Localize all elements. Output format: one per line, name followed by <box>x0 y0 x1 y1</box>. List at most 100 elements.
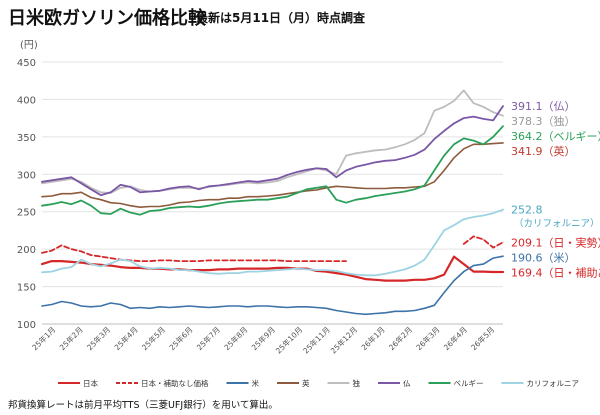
data-point-米 <box>335 309 337 312</box>
data-point-日本 <box>492 271 494 273</box>
grid-layer <box>42 61 503 325</box>
series-line-英 <box>41 142 504 208</box>
data-point-日本 <box>208 269 210 271</box>
data-point-ベルギー <box>51 203 53 205</box>
data-point-日本 <box>51 260 53 262</box>
data-point-カリフォルニア <box>41 271 43 274</box>
data-point-日本・補助なし価格 <box>60 244 63 247</box>
data-point-英 <box>149 205 151 208</box>
data-point-カリフォルニア <box>208 272 210 274</box>
data-point-仏 <box>443 130 445 132</box>
data-point-英 <box>208 199 210 201</box>
data-point-日本・補助なし価格 <box>178 260 181 262</box>
data-point-米 <box>129 307 131 309</box>
data-point-仏 <box>80 182 82 184</box>
data-point-ベルギー <box>60 201 63 203</box>
data-point-米 <box>502 255 504 257</box>
data-point-英 <box>188 201 190 203</box>
series-line-日本・補助なし価格 <box>41 235 504 262</box>
data-point-カリフォルニア <box>355 273 357 276</box>
data-point-仏 <box>414 154 416 156</box>
data-point-ベルギー <box>345 202 347 204</box>
data-point-英 <box>433 181 436 183</box>
data-point-仏 <box>159 190 161 192</box>
data-point-仏 <box>149 190 151 193</box>
data-point-カリフォルニア <box>463 218 465 220</box>
data-point-独 <box>463 89 465 92</box>
data-point-日本 <box>247 267 249 270</box>
data-point-仏 <box>109 191 112 193</box>
data-point-日本 <box>355 276 357 278</box>
data-point-日本・補助なし価格 <box>159 259 161 262</box>
data-point-米 <box>188 305 190 307</box>
data-point-仏 <box>364 163 367 166</box>
data-point-独 <box>51 181 53 183</box>
legend-label-ベルギー: ベルギー <box>454 379 484 388</box>
data-point-米 <box>325 307 328 309</box>
x-tick-label: 25年6月 <box>167 324 195 352</box>
data-point-仏 <box>296 171 298 173</box>
data-point-日本 <box>41 263 43 265</box>
data-point-米 <box>159 306 161 308</box>
data-point-米 <box>286 306 288 309</box>
data-point-カリフォルニア <box>276 269 279 271</box>
data-point-仏 <box>463 117 465 119</box>
legend-label-英: 英 <box>302 378 310 388</box>
data-point-英 <box>472 143 475 146</box>
data-point-英 <box>198 199 200 202</box>
data-point-日本 <box>286 267 288 269</box>
data-point-米 <box>315 306 318 309</box>
data-point-英 <box>168 204 171 206</box>
x-tick-label: 26年2月 <box>386 324 414 352</box>
data-point-英 <box>100 199 102 201</box>
data-point-米 <box>364 313 367 315</box>
chart-title: 日米欧ガソリン価格比較 <box>8 8 206 29</box>
data-point-英 <box>374 187 377 190</box>
legend-label-仏: 仏 <box>403 379 411 388</box>
data-point-日本 <box>443 273 445 276</box>
data-point-米 <box>119 303 122 306</box>
data-point-日本 <box>60 260 63 262</box>
data-point-日本 <box>414 279 416 281</box>
data-point-日本 <box>109 264 112 267</box>
data-point-ベルギー <box>433 169 436 172</box>
data-point-ベルギー <box>139 214 141 216</box>
legend-label-独: 独 <box>353 378 361 388</box>
x-tick-label: 26年3月 <box>414 324 442 352</box>
data-point-日本・補助なし価格 <box>463 243 465 245</box>
data-point-日本・補助なし価格 <box>315 260 318 262</box>
data-point-ベルギー <box>502 125 504 127</box>
data-point-独 <box>266 181 269 184</box>
data-point-カリフォルニア <box>257 270 259 273</box>
data-point-仏 <box>198 188 200 190</box>
data-point-米 <box>423 307 426 309</box>
data-point-仏 <box>472 115 475 118</box>
data-point-カリフォルニア <box>90 263 92 265</box>
y-tick-label: 450 <box>17 58 36 69</box>
data-point-ベルギー <box>119 208 122 210</box>
y-tick-label: 300 <box>17 170 36 181</box>
data-point-日本 <box>217 268 220 271</box>
data-point-独 <box>276 180 279 182</box>
data-point-英 <box>414 186 416 188</box>
data-point-カリフォルニア <box>394 270 396 273</box>
end-label-secondary: （カリフォルニア） <box>514 218 600 230</box>
data-point-日本 <box>404 279 406 282</box>
data-point-米 <box>109 302 112 304</box>
data-point-カリフォルニア <box>109 262 112 265</box>
x-tick-label: 25年10月 <box>273 324 304 355</box>
data-point-日本 <box>70 261 73 263</box>
data-point-日本・補助なし価格 <box>296 260 298 262</box>
y-tick-label: 150 <box>17 283 36 294</box>
data-point-仏 <box>237 181 239 184</box>
data-point-英 <box>306 190 308 192</box>
data-point-日本・補助なし価格 <box>502 241 504 244</box>
data-point-カリフォルニア <box>80 258 82 261</box>
data-point-米 <box>384 312 386 314</box>
data-point-米 <box>472 264 475 267</box>
x-tick-label: 25年3月 <box>84 324 112 352</box>
data-point-米 <box>443 291 445 294</box>
data-point-日本・補助なし価格 <box>472 235 475 238</box>
data-point-カリフォルニア <box>492 212 494 214</box>
data-point-米 <box>149 307 151 309</box>
